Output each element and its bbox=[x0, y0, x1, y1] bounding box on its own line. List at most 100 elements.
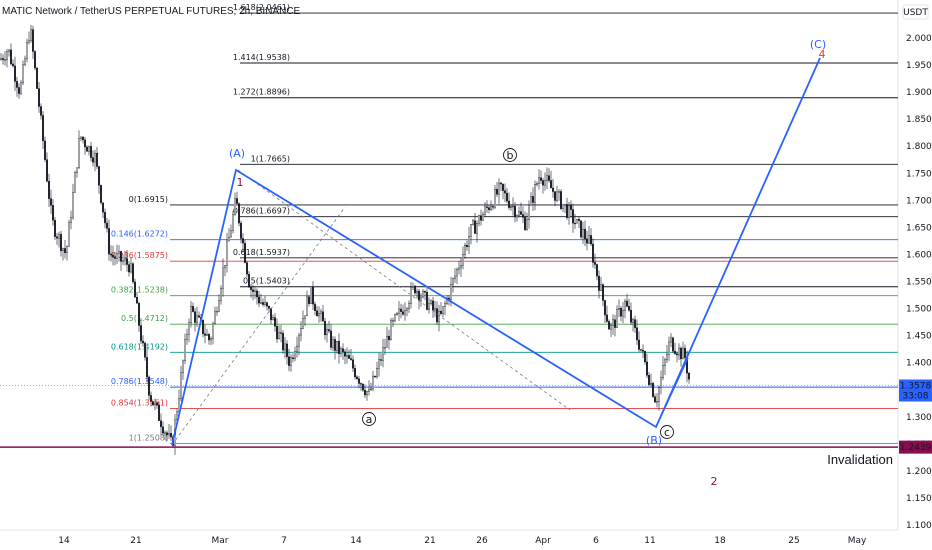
candle-body bbox=[356, 376, 358, 380]
candle-body bbox=[658, 387, 660, 402]
candle-body bbox=[18, 87, 20, 94]
candle-body bbox=[604, 300, 606, 316]
candle-body bbox=[646, 361, 648, 376]
candle-body bbox=[168, 433, 170, 436]
candle-body bbox=[530, 196, 532, 206]
candle-body bbox=[476, 222, 478, 234]
candle-body bbox=[224, 265, 226, 269]
candle-body bbox=[444, 303, 446, 307]
candle-body bbox=[100, 185, 102, 203]
candle-body bbox=[2, 58, 4, 60]
candle-body bbox=[130, 263, 132, 273]
candle-body bbox=[552, 187, 554, 192]
candle-body bbox=[292, 357, 294, 359]
candle-body bbox=[106, 222, 108, 229]
wave-label-1: 1 bbox=[237, 176, 244, 189]
price-tick-label: 1.3000 bbox=[906, 413, 932, 423]
candle-body bbox=[346, 355, 348, 357]
fib-level-label: 0.5(1.4712) bbox=[121, 314, 168, 323]
candle-body bbox=[492, 206, 494, 208]
candle-body bbox=[314, 303, 316, 311]
candle-body bbox=[594, 262, 596, 265]
candle-body bbox=[440, 310, 442, 314]
price-tick-label: 1.2000 bbox=[906, 467, 932, 477]
candle-body bbox=[566, 204, 568, 218]
fib-level-label: 1(1.7665) bbox=[251, 154, 290, 163]
candle-body bbox=[60, 234, 62, 252]
candle-body bbox=[12, 63, 14, 67]
wave-circle-b bbox=[503, 148, 517, 162]
candlesticks bbox=[0, 25, 690, 455]
candle-body bbox=[522, 214, 524, 218]
candle-body bbox=[54, 220, 56, 237]
candle-body bbox=[194, 311, 196, 323]
candle-body bbox=[170, 433, 172, 438]
candle-body bbox=[544, 180, 546, 186]
candle-body bbox=[396, 313, 398, 315]
candle-body bbox=[284, 343, 286, 351]
candle-body bbox=[6, 51, 8, 60]
candle-body bbox=[656, 401, 658, 403]
candle-body bbox=[126, 258, 128, 265]
candle-body bbox=[266, 302, 268, 307]
candle-body bbox=[504, 190, 506, 194]
candle-body bbox=[508, 200, 510, 208]
candle-body bbox=[24, 58, 26, 65]
time-axis[interactable]: 14 21 Mar 7 14 21 26 Apr 6 11 18 25 May bbox=[58, 536, 867, 546]
candle-body bbox=[0, 58, 2, 60]
current-price-tag bbox=[899, 379, 932, 402]
candle-body bbox=[52, 205, 54, 221]
candle-body bbox=[632, 319, 634, 323]
candle-body bbox=[394, 314, 396, 321]
candle-body bbox=[676, 353, 678, 356]
candle-body bbox=[38, 88, 40, 107]
currency-badge[interactable] bbox=[902, 4, 929, 20]
candle-body bbox=[516, 215, 518, 218]
candle-body bbox=[674, 350, 676, 354]
candle-body bbox=[302, 318, 304, 329]
candle-body bbox=[528, 204, 530, 220]
candle-body bbox=[8, 49, 10, 52]
wave-c-leg bbox=[655, 357, 689, 428]
candle-body bbox=[408, 303, 410, 310]
candle-body bbox=[468, 235, 470, 247]
candle-body bbox=[542, 180, 544, 186]
candle-body bbox=[298, 334, 300, 347]
candle-body bbox=[380, 359, 382, 361]
candle-body bbox=[554, 191, 556, 201]
candle-body bbox=[282, 332, 284, 351]
time-tick-label: Mar bbox=[212, 536, 229, 546]
candle-body bbox=[72, 192, 74, 218]
candle-body bbox=[86, 146, 88, 152]
candle-body bbox=[410, 287, 412, 304]
time-tick-label: 14 bbox=[350, 536, 362, 546]
candle-body bbox=[144, 342, 146, 358]
candle-body bbox=[316, 310, 318, 317]
candle-body bbox=[336, 341, 338, 351]
fib-level-label: 0.236(1.5875) bbox=[111, 251, 168, 260]
candle-body bbox=[538, 177, 540, 184]
candle-body bbox=[680, 347, 682, 360]
candle-body bbox=[606, 314, 608, 322]
candle-body bbox=[654, 396, 656, 403]
candle-body bbox=[240, 222, 242, 239]
candle-body bbox=[454, 275, 456, 279]
candle-body bbox=[386, 335, 388, 348]
time-tick-label: 21 bbox=[130, 536, 141, 546]
fibonacci-levels: 1.618(2.0461) 1.414(1.9538) 1.272(1.8896) 1… bbox=[111, 3, 898, 444]
candle-body bbox=[166, 432, 168, 436]
candle-body bbox=[250, 286, 252, 290]
candle-body bbox=[112, 254, 114, 257]
price-tick-label: 1.9000 bbox=[906, 88, 932, 98]
candle-body bbox=[96, 152, 98, 167]
candle-body bbox=[582, 228, 584, 238]
chart-title: MATIC Network / TetherUS PERPETUAL FUTUR… bbox=[2, 6, 301, 17]
wave-label-A: (A) bbox=[229, 147, 245, 160]
candle-body bbox=[108, 228, 110, 255]
candle-body bbox=[4, 59, 6, 61]
candle-body bbox=[228, 236, 230, 242]
candle-body bbox=[500, 182, 502, 185]
fib-level-label: 0.146(1.6272) bbox=[111, 230, 168, 239]
candle-body bbox=[634, 319, 636, 328]
